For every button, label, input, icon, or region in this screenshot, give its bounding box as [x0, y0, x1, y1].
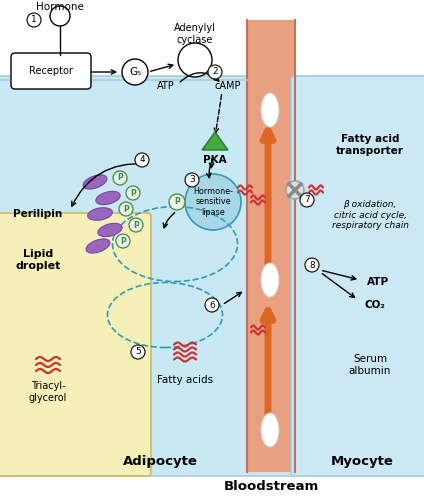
Text: Triacyl-
glycerol: Triacyl- glycerol	[29, 381, 67, 403]
Circle shape	[300, 193, 314, 207]
Circle shape	[126, 186, 140, 200]
Circle shape	[113, 171, 127, 185]
Text: P: P	[174, 198, 180, 206]
Text: ATP: ATP	[157, 81, 175, 91]
Ellipse shape	[96, 192, 120, 204]
Text: PKA: PKA	[203, 155, 227, 165]
Circle shape	[116, 234, 130, 248]
Circle shape	[208, 65, 222, 79]
Text: P: P	[133, 220, 139, 230]
Circle shape	[205, 298, 219, 312]
Text: 2: 2	[212, 68, 218, 76]
Text: Myocyte: Myocyte	[331, 456, 393, 468]
Ellipse shape	[261, 413, 279, 447]
Circle shape	[305, 258, 319, 272]
FancyBboxPatch shape	[11, 53, 91, 89]
Circle shape	[169, 194, 185, 210]
Circle shape	[185, 173, 199, 187]
Text: Hormone-
sensitive
lipase: Hormone- sensitive lipase	[193, 187, 233, 217]
Text: Hormone: Hormone	[36, 2, 84, 12]
Text: Fatty acid
transporter: Fatty acid transporter	[336, 134, 404, 156]
Ellipse shape	[261, 93, 279, 127]
Text: P: P	[120, 236, 126, 246]
Circle shape	[27, 13, 41, 27]
Text: 7: 7	[304, 196, 310, 204]
Circle shape	[122, 59, 148, 85]
Text: CO₂: CO₂	[365, 300, 385, 310]
Text: cAMP: cAMP	[215, 81, 241, 91]
Circle shape	[119, 202, 133, 216]
Text: Receptor: Receptor	[29, 66, 73, 76]
Text: 6: 6	[209, 300, 215, 310]
Text: Perilipin: Perilipin	[14, 209, 63, 219]
Circle shape	[286, 181, 304, 199]
Text: P: P	[117, 174, 123, 182]
Text: Fatty acids: Fatty acids	[157, 375, 213, 385]
Polygon shape	[247, 20, 295, 472]
Text: β oxidation,
citric acid cycle,
respiratory chain: β oxidation, citric acid cycle, respirat…	[332, 200, 408, 230]
Ellipse shape	[83, 175, 107, 189]
Text: P: P	[130, 188, 136, 198]
Text: 4: 4	[139, 156, 145, 164]
Text: Bloodstream: Bloodstream	[223, 480, 318, 492]
Text: ATP: ATP	[367, 277, 389, 287]
Text: 1: 1	[31, 16, 37, 24]
Circle shape	[178, 43, 212, 77]
Text: Adipocyte: Adipocyte	[123, 456, 198, 468]
Text: 5: 5	[135, 348, 141, 356]
Ellipse shape	[98, 224, 122, 236]
Text: 8: 8	[309, 260, 315, 270]
FancyBboxPatch shape	[291, 76, 424, 476]
Text: P: P	[123, 204, 129, 214]
Circle shape	[135, 153, 149, 167]
Text: Lipid
droplet: Lipid droplet	[15, 249, 61, 271]
Ellipse shape	[88, 208, 112, 220]
Polygon shape	[0, 0, 424, 80]
Circle shape	[185, 174, 241, 230]
Ellipse shape	[261, 263, 279, 297]
Ellipse shape	[86, 239, 110, 253]
Text: 3: 3	[189, 176, 195, 184]
Circle shape	[131, 345, 145, 359]
Circle shape	[50, 6, 70, 26]
Text: Adenylyl
cyclase: Adenylyl cyclase	[174, 23, 216, 45]
Text: G₅: G₅	[129, 67, 141, 77]
Circle shape	[129, 218, 143, 232]
Polygon shape	[202, 132, 228, 150]
Text: Serum
albumin: Serum albumin	[349, 354, 391, 376]
FancyBboxPatch shape	[0, 213, 151, 476]
FancyBboxPatch shape	[0, 76, 424, 476]
